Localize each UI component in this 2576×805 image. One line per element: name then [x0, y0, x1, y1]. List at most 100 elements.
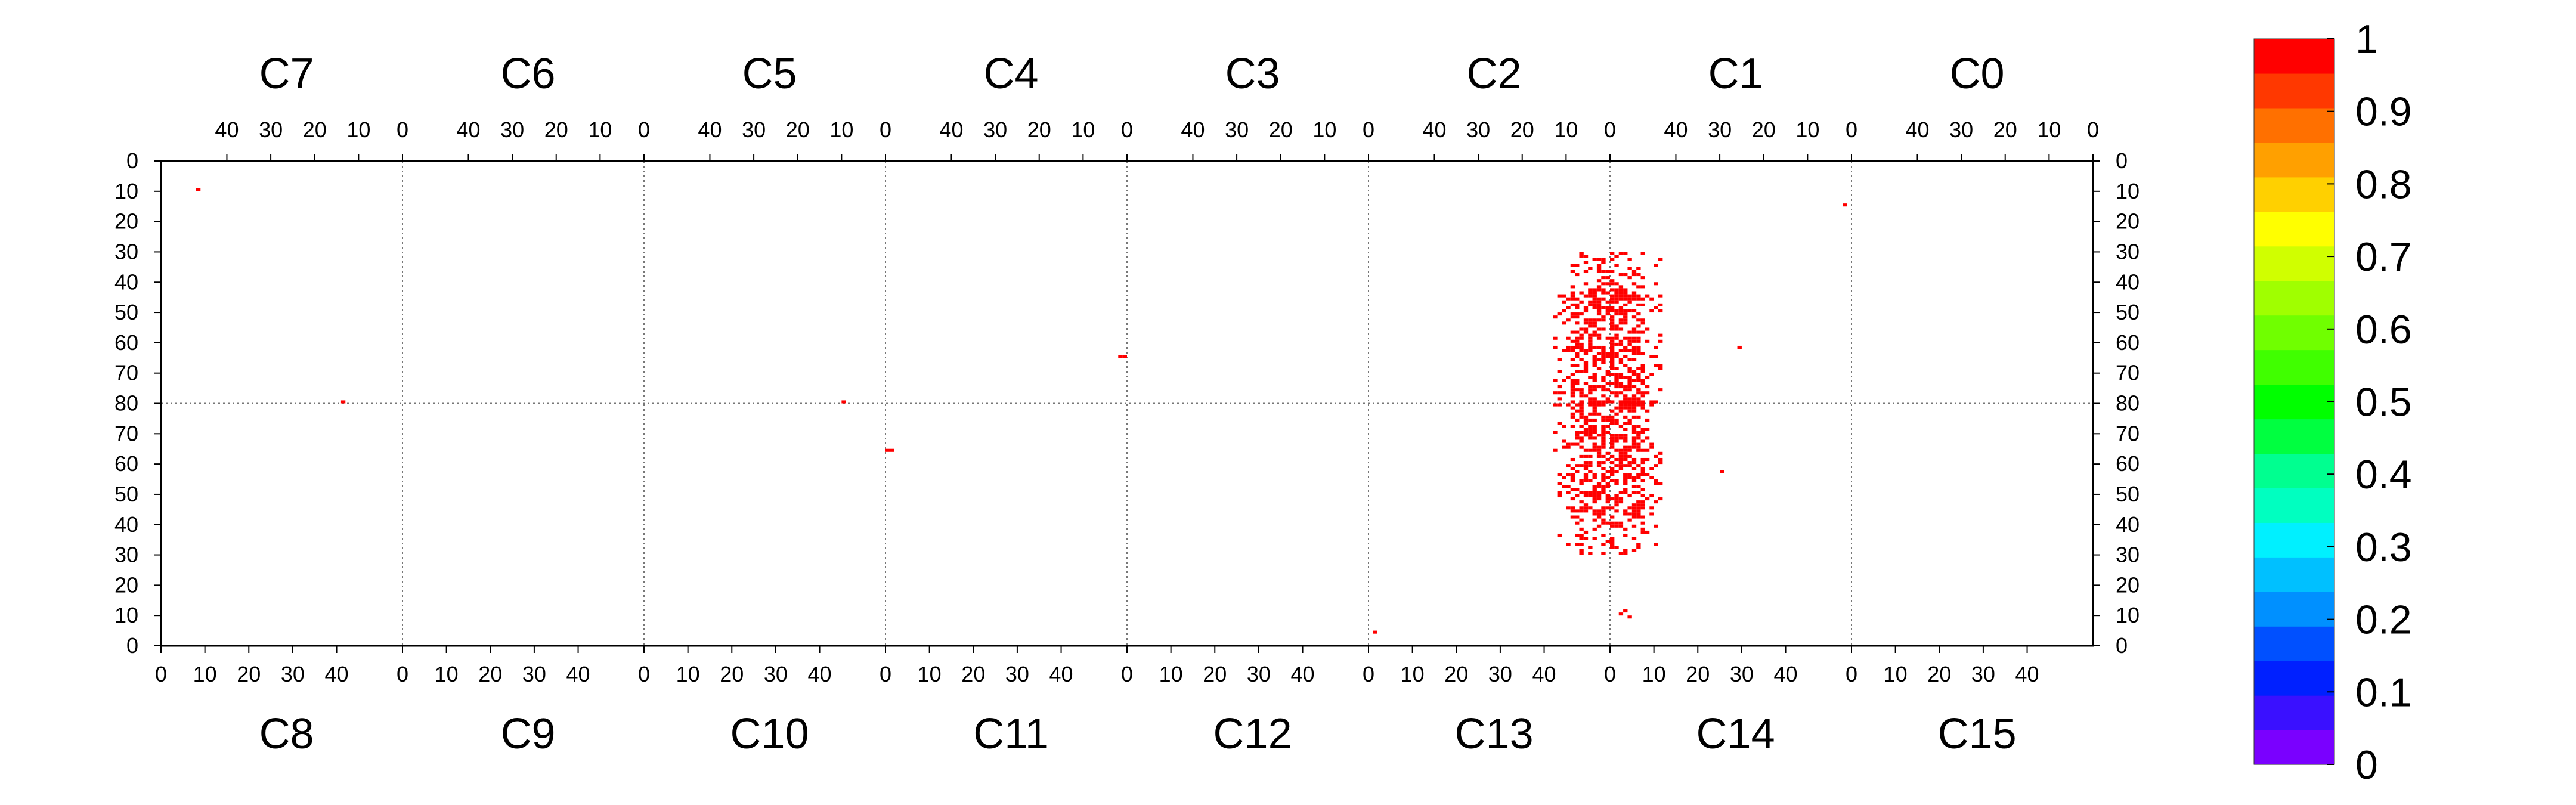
- x-tick-label-bottom: 30: [1971, 662, 1995, 686]
- hit-pixel: [1562, 425, 1566, 428]
- hit-pixel: [1601, 261, 1606, 264]
- hit-pixel: [1631, 485, 1637, 488]
- hit-pixel: [1618, 358, 1624, 361]
- hit-pixel: [1570, 476, 1575, 479]
- hit-pixel: [1579, 400, 1584, 404]
- hit-pixel: [1605, 291, 1610, 295]
- hit-pixel: [1640, 394, 1645, 398]
- hit-pixel: [1566, 543, 1571, 546]
- x-tick-label-bottom: 20: [1203, 662, 1227, 686]
- hit-pixel: [1605, 418, 1610, 422]
- hit-pixel: [1601, 445, 1606, 449]
- hit-pixel: [1640, 506, 1645, 510]
- hit-pixel: [1614, 394, 1619, 398]
- hit-pixel: [1592, 412, 1597, 416]
- hit-pixel: [1618, 403, 1624, 407]
- hit-pixel: [1605, 306, 1610, 309]
- hit-pixel: [1636, 476, 1641, 479]
- hit-pixel: [1596, 267, 1602, 270]
- hit-pixel: [1623, 252, 1628, 255]
- hit-pixel: [1592, 406, 1597, 410]
- hit-pixel: [1583, 349, 1589, 352]
- hit-pixel: [1583, 330, 1589, 334]
- hit-pixel: [1562, 309, 1566, 313]
- hit-pixel: [1649, 309, 1654, 313]
- x-tick-label-top: 40: [1181, 117, 1205, 142]
- hit-pixel: [1623, 400, 1628, 404]
- hit-pixel: [1640, 406, 1645, 410]
- hit-pixel: [1614, 479, 1619, 482]
- hit-pixel: [1570, 270, 1575, 273]
- hit-pixel: [1588, 391, 1593, 395]
- hit-pixel: [1579, 342, 1584, 346]
- x-tick-label-bottom: 10: [1159, 662, 1183, 686]
- hit-pixel: [1610, 418, 1615, 422]
- y-tick-label-left: 10: [114, 179, 138, 203]
- hit-pixel: [1640, 285, 1645, 289]
- hit-pixel: [1645, 448, 1650, 452]
- hit-pixel: [1631, 537, 1637, 540]
- hit-pixel: [1636, 546, 1641, 549]
- hit-pixel: [1601, 506, 1606, 510]
- hit-pixel: [1583, 491, 1589, 494]
- hit-pixel: [1579, 327, 1584, 331]
- hit-pixel: [1614, 391, 1619, 395]
- hit-pixel: [1631, 385, 1637, 389]
- hit-pixel: [1623, 464, 1628, 467]
- hit-pixel: [1636, 445, 1641, 449]
- hit-pixel: [1592, 358, 1597, 361]
- hit-pixel: [1575, 364, 1580, 367]
- hit-pixel: [1601, 552, 1606, 555]
- hit-pixel: [1631, 442, 1637, 446]
- hit-pixel: [1618, 552, 1624, 555]
- y-tick-label-right: 60: [2116, 330, 2140, 355]
- chip-label-top: C2: [1467, 50, 1522, 98]
- hit-pixel: [1579, 464, 1584, 467]
- hit-pixel: [1618, 252, 1624, 255]
- hit-pixel: [1636, 442, 1641, 446]
- hit-pixel: [1592, 361, 1597, 364]
- hit-pixel: [1627, 382, 1632, 386]
- hit-pixel: [1605, 497, 1610, 501]
- hit-pixel: [1658, 457, 1663, 462]
- x-tick-label-bottom: 40: [1774, 662, 1798, 686]
- hit-pixel: [1570, 388, 1575, 392]
- hit-pixel: [1557, 294, 1562, 298]
- hit-pixel: [1618, 342, 1624, 346]
- hit-pixel: [1566, 306, 1571, 309]
- hit-pixel: [1627, 370, 1632, 373]
- colorbar-label: 0.2: [2355, 597, 2412, 643]
- hit-pixel: [1631, 358, 1637, 361]
- hit-pixel: [1601, 361, 1606, 364]
- hit-pixel: [1623, 549, 1628, 552]
- hit-pixel: [1579, 500, 1584, 504]
- hit-pixel: [1636, 352, 1641, 355]
- hit-pixel: [1610, 543, 1615, 546]
- hit-pixel: [1601, 418, 1606, 422]
- hit-pixel: [1654, 306, 1658, 309]
- hit-pixel: [1614, 282, 1619, 286]
- hit-pixel: [1605, 373, 1610, 376]
- x-tick-label-top: 20: [1993, 117, 2017, 142]
- hit-pixel: [1605, 388, 1610, 392]
- hit-pixel: [1592, 428, 1597, 431]
- hit-pixel: [1631, 273, 1637, 277]
- hit-pixel: [1570, 442, 1575, 446]
- hit-pixel: [1618, 391, 1624, 395]
- hit-pixel: [1623, 345, 1628, 349]
- hit-pixel: [1570, 303, 1575, 306]
- hit-pixel: [1601, 379, 1606, 382]
- hit-pixel: [1601, 543, 1606, 546]
- hit-pixel: [1645, 497, 1650, 501]
- hit-pixel: [1596, 461, 1602, 465]
- hit-pixel: [1618, 524, 1624, 528]
- hit-pixel: [1579, 415, 1584, 419]
- hit-pixel: [1583, 321, 1589, 325]
- hit-pixel: [1654, 364, 1658, 367]
- hit-pixel: [1640, 448, 1645, 452]
- hit-pixel: [1596, 434, 1602, 437]
- hit-pixel: [1583, 309, 1589, 313]
- hit-pixel: [1636, 345, 1641, 349]
- hit-pixel: [1579, 549, 1584, 552]
- hit-pixel: [1618, 461, 1624, 465]
